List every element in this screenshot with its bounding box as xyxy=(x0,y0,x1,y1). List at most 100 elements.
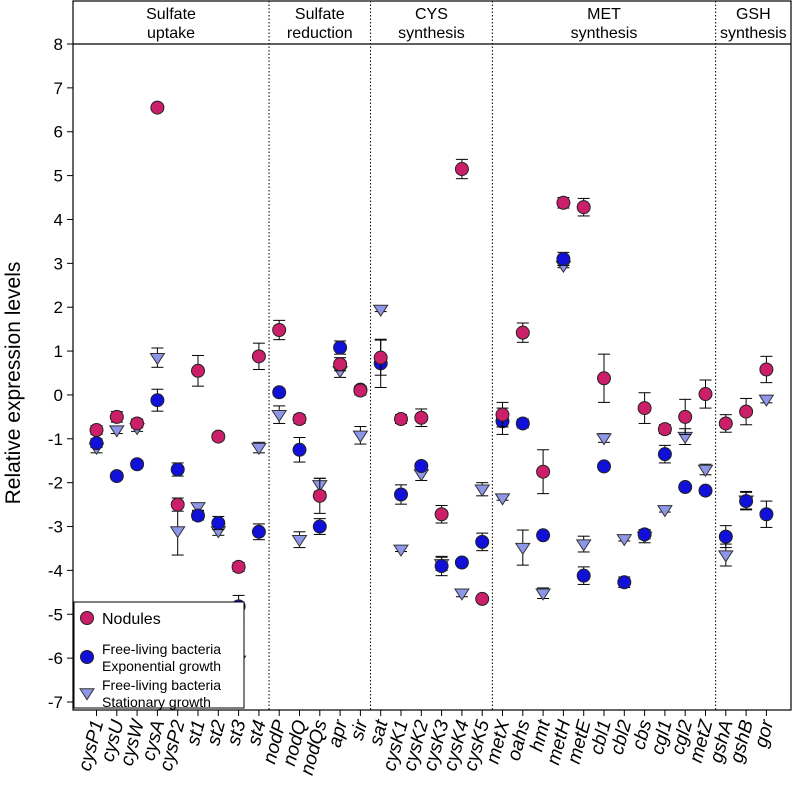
legend-label-line2: Stationary growth xyxy=(102,694,211,710)
group-label: GSH synthesis xyxy=(720,6,787,42)
point-stationary-nodQ xyxy=(291,534,308,548)
point-nodules-cysK2 xyxy=(414,410,429,425)
point-nodules-sat xyxy=(373,350,388,365)
point-stationary-cysU xyxy=(108,425,125,438)
group-label-line2: synthesis xyxy=(571,25,638,42)
point-stationary-st1 xyxy=(190,502,206,515)
series-exponential xyxy=(89,251,774,618)
point-stationary-cysK1 xyxy=(393,544,409,557)
point-exponential-cbl1 xyxy=(597,459,611,474)
point-nodules-st2 xyxy=(211,429,226,444)
point-exponential-oahs xyxy=(515,416,530,431)
group-label: MET synthesis xyxy=(571,6,638,42)
group-label-line1: MET xyxy=(587,6,621,23)
point-stationary-cgl1 xyxy=(656,505,673,518)
point-stationary-sir xyxy=(352,430,369,443)
group-label-line2: synthesis xyxy=(720,25,787,42)
point-nodules-st4 xyxy=(251,349,266,364)
y-tick-label: 3 xyxy=(54,254,63,273)
group-label-line1: Sulfate xyxy=(295,6,345,23)
y-tick-label: -1 xyxy=(48,430,63,449)
y-tick-label: 8 xyxy=(54,35,63,54)
point-exponential-cysK4 xyxy=(454,555,469,570)
point-nodules-gshB xyxy=(739,404,754,419)
point-exponential-cysA xyxy=(150,393,165,408)
point-exponential-st1 xyxy=(191,508,205,523)
y-tick-label: -5 xyxy=(48,605,63,624)
y-tick-label: -3 xyxy=(48,518,63,537)
point-exponential-cysW xyxy=(130,457,145,472)
point-nodules-nodQ xyxy=(292,412,307,427)
point-exponential-cysP1 xyxy=(89,436,104,451)
point-stationary-cbl1 xyxy=(596,433,612,446)
point-exponential-cysK2 xyxy=(414,458,429,473)
group-label-line1: CYS xyxy=(415,6,448,23)
point-nodules-cysU xyxy=(109,409,124,424)
point-exponential-nodQs xyxy=(312,519,327,534)
point-nodules-cysK1 xyxy=(394,412,408,427)
point-nodules-gshA xyxy=(718,416,733,431)
point-exponential-cysK3 xyxy=(434,559,449,574)
group-label-line1: GSH xyxy=(736,6,771,23)
point-stationary-cysK4 xyxy=(453,588,470,601)
group-label: Sulfate uptake xyxy=(146,6,196,42)
point-nodules-cysK4 xyxy=(454,162,469,177)
legend-label-line1: Free-living bacteria xyxy=(102,641,221,657)
point-exponential-apr xyxy=(333,340,348,355)
point-nodules-cysW xyxy=(130,416,145,431)
point-stationary-cysA xyxy=(149,352,166,366)
group-label: Sulfate reduction xyxy=(287,6,353,42)
point-nodules-metZ xyxy=(698,387,713,402)
point-nodules-apr xyxy=(333,357,348,372)
point-exponential-cgl1 xyxy=(657,447,672,462)
x-tick-label-gor: gor xyxy=(751,717,779,750)
point-stationary-cysP2 xyxy=(169,526,186,539)
point-stationary-metZ xyxy=(697,464,714,478)
y-tick-label: 0 xyxy=(54,386,63,405)
y-tick-label: -4 xyxy=(48,561,63,580)
point-exponential-gshB xyxy=(739,494,754,509)
legend-marker-exponential xyxy=(80,650,94,664)
point-nodules-sir xyxy=(353,383,368,398)
y-tick-label: 1 xyxy=(54,342,63,361)
point-exponential-cbl2 xyxy=(617,575,632,590)
point-nodules-oahs xyxy=(515,325,530,340)
point-nodules-nodQs xyxy=(312,488,327,503)
legend-label-line2: Exponential growth xyxy=(102,658,221,674)
point-exponential-gshA xyxy=(718,529,733,544)
y-tick-label: -6 xyxy=(48,649,63,668)
point-exponential-cysP2 xyxy=(170,462,185,477)
point-exponential-cysK1 xyxy=(394,487,408,502)
series-nodules xyxy=(89,100,774,606)
legend-marker-stationary xyxy=(79,688,95,701)
plot-frame xyxy=(72,0,792,711)
point-stationary-metE xyxy=(575,539,592,552)
group-label-line2: reduction xyxy=(287,25,353,42)
group-label-line2: uptake xyxy=(147,25,195,42)
group-label: CYS synthesis xyxy=(398,6,465,42)
point-exponential-cysK5 xyxy=(475,534,490,549)
point-nodules-cysK5 xyxy=(475,591,490,606)
point-exponential-cysU xyxy=(109,469,124,484)
point-stationary-cysK5 xyxy=(474,484,491,497)
group-label-line1: Sulfate xyxy=(146,6,196,23)
point-exponential-nodQ xyxy=(292,442,307,457)
point-nodules-cysA xyxy=(150,100,165,115)
y-tick-label: -7 xyxy=(48,693,63,712)
point-exponential-cgl2 xyxy=(678,480,693,495)
point-exponential-st2 xyxy=(211,516,226,531)
point-stationary-gor xyxy=(758,394,775,407)
point-exponential-hmt xyxy=(536,528,551,543)
point-nodules-nodP xyxy=(272,323,287,338)
point-exponential-st4 xyxy=(251,524,266,539)
legend-marker-nodules xyxy=(80,611,94,625)
legend-label: Nodules xyxy=(102,611,161,628)
y-tick-label: 7 xyxy=(54,79,63,98)
legend-label-line1: Free-living bacteria xyxy=(102,677,221,693)
point-exponential-nodP xyxy=(272,385,287,400)
legend-box xyxy=(73,601,245,709)
point-stationary-metX xyxy=(494,493,511,506)
point-stationary-cbl2 xyxy=(616,534,633,547)
